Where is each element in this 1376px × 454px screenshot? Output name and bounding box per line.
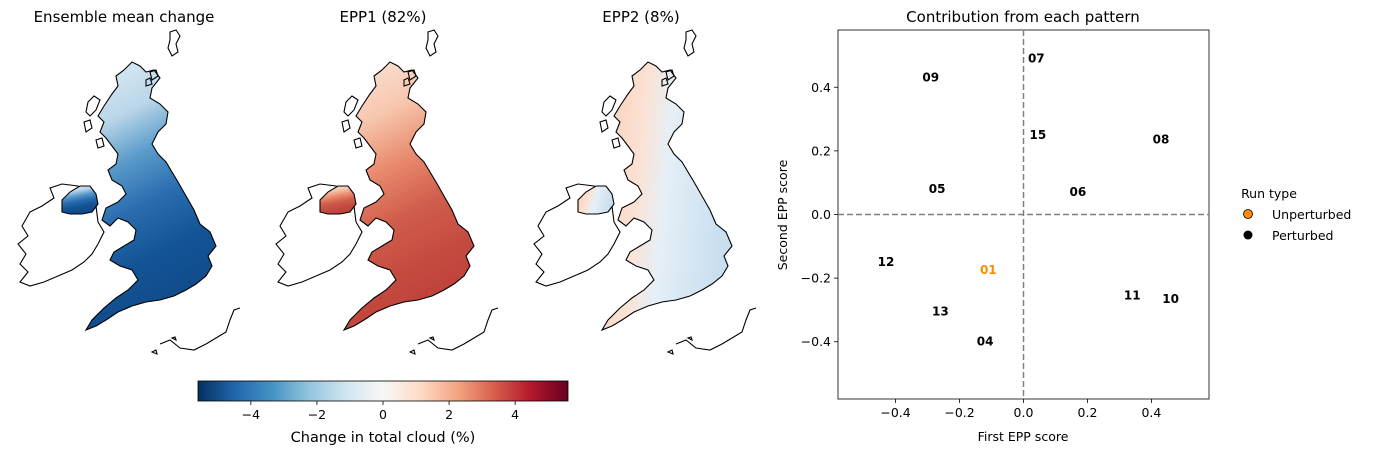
point-label-07: 07: [1028, 52, 1045, 66]
france-coast: [417, 307, 499, 351]
ireland-outline: [533, 183, 621, 287]
great-britain-fill: [600, 61, 733, 332]
scatter-points: 01 04 05 06 07 08 09 10 11 12 13 15: [878, 52, 1179, 349]
x-axis-ticks: −0.4 −0.2 0.0 0.2 0.4: [880, 399, 1161, 420]
northern-ireland-fill: [577, 185, 615, 215]
orkney-islands: [661, 69, 675, 87]
ireland-outline: [17, 183, 105, 287]
point-label-15: 15: [1030, 128, 1047, 142]
y-axis-label: Second EPP score: [775, 159, 790, 270]
point-label-06: 06: [1070, 185, 1087, 199]
france-coast: [675, 307, 757, 351]
point-label-13: 13: [932, 305, 949, 319]
point-label-09: 09: [922, 71, 939, 85]
colorbar-gradient: [197, 380, 569, 402]
x-axis-label: First EPP score: [978, 429, 1069, 444]
point-label-11: 11: [1124, 289, 1141, 303]
colorbar-tick-label: 0: [379, 407, 387, 422]
shetland-islands: [425, 29, 439, 57]
northern-ireland-fill: [61, 185, 99, 215]
y-axis-ticks: −0.4 −0.2 0.0 0.2 0.4: [801, 80, 838, 349]
point-label-12: 12: [878, 255, 895, 269]
map-panels: Ensemble mean change EPP1 (82%) EPP2 (8%): [17, 8, 757, 355]
channel-islands: [408, 336, 435, 355]
colorbar-ticks: −4 −2 0 2 4: [242, 401, 519, 422]
colorbar-tick-label: −4: [242, 407, 260, 422]
orkney-islands: [403, 69, 417, 87]
great-britain-fill: [342, 61, 475, 332]
point-label-10: 10: [1162, 292, 1179, 306]
legend-label-perturbed: Perturbed: [1272, 228, 1333, 243]
shetland-islands: [683, 29, 697, 57]
legend-title: Run type: [1241, 186, 1297, 201]
channel-islands: [666, 336, 693, 355]
legend: Run type Unperturbed Perturbed: [1241, 186, 1351, 243]
hebrides-islands: [341, 95, 363, 149]
colorbar-label: Change in total cloud (%): [291, 430, 476, 446]
hebrides-islands: [83, 95, 105, 149]
y-tick-label: 0.4: [811, 80, 831, 95]
hebrides-islands: [599, 95, 621, 149]
shetland-islands: [167, 29, 181, 57]
scatter-title: Contribution from each pattern: [906, 8, 1140, 26]
point-label-05: 05: [929, 182, 946, 196]
point-label-01: 01: [980, 263, 997, 277]
y-tick-label: −0.4: [801, 334, 831, 349]
northern-ireland-fill: [319, 185, 357, 215]
reference-lines: [838, 30, 1209, 399]
map-title-2: EPP1 (82%): [340, 8, 427, 26]
y-tick-label: 0.2: [811, 143, 831, 158]
map-title-3: EPP2 (8%): [602, 8, 679, 26]
y-tick-label: 0.0: [811, 207, 831, 222]
map-panel-1: Ensemble mean change: [17, 8, 241, 355]
point-label-04: 04: [977, 335, 994, 349]
colorbar: −4 −2 0 2 4 Change in total cloud (%): [197, 380, 569, 446]
ireland-outline: [275, 183, 363, 287]
channel-islands: [150, 336, 177, 355]
y-tick-label: −0.2: [801, 271, 831, 286]
x-tick-label: 0.2: [1078, 405, 1098, 420]
x-tick-label: −0.2: [944, 405, 974, 420]
colorbar-tick-label: −2: [308, 407, 326, 422]
legend-marker-unperturbed: [1243, 209, 1253, 219]
map-panel-2: EPP1 (82%): [275, 8, 499, 355]
legend-marker-perturbed: [1243, 230, 1253, 240]
great-britain-fill: [84, 61, 217, 332]
france-coast: [159, 307, 241, 351]
colorbar-tick-label: 4: [511, 407, 519, 422]
scatter-panel: Contribution from each pattern −0.4 −0.2 0…: [775, 8, 1210, 444]
legend-label-unperturbed: Unperturbed: [1272, 207, 1351, 222]
point-label-08: 08: [1153, 133, 1170, 147]
x-tick-label: 0.0: [1014, 405, 1034, 420]
x-tick-label: 0.4: [1141, 405, 1161, 420]
colorbar-tick-label: 2: [445, 407, 453, 422]
map-title-1: Ensemble mean change: [34, 8, 215, 26]
map-panel-3: EPP2 (8%): [533, 8, 757, 355]
x-tick-label: −0.4: [880, 405, 910, 420]
orkney-islands: [145, 69, 159, 87]
